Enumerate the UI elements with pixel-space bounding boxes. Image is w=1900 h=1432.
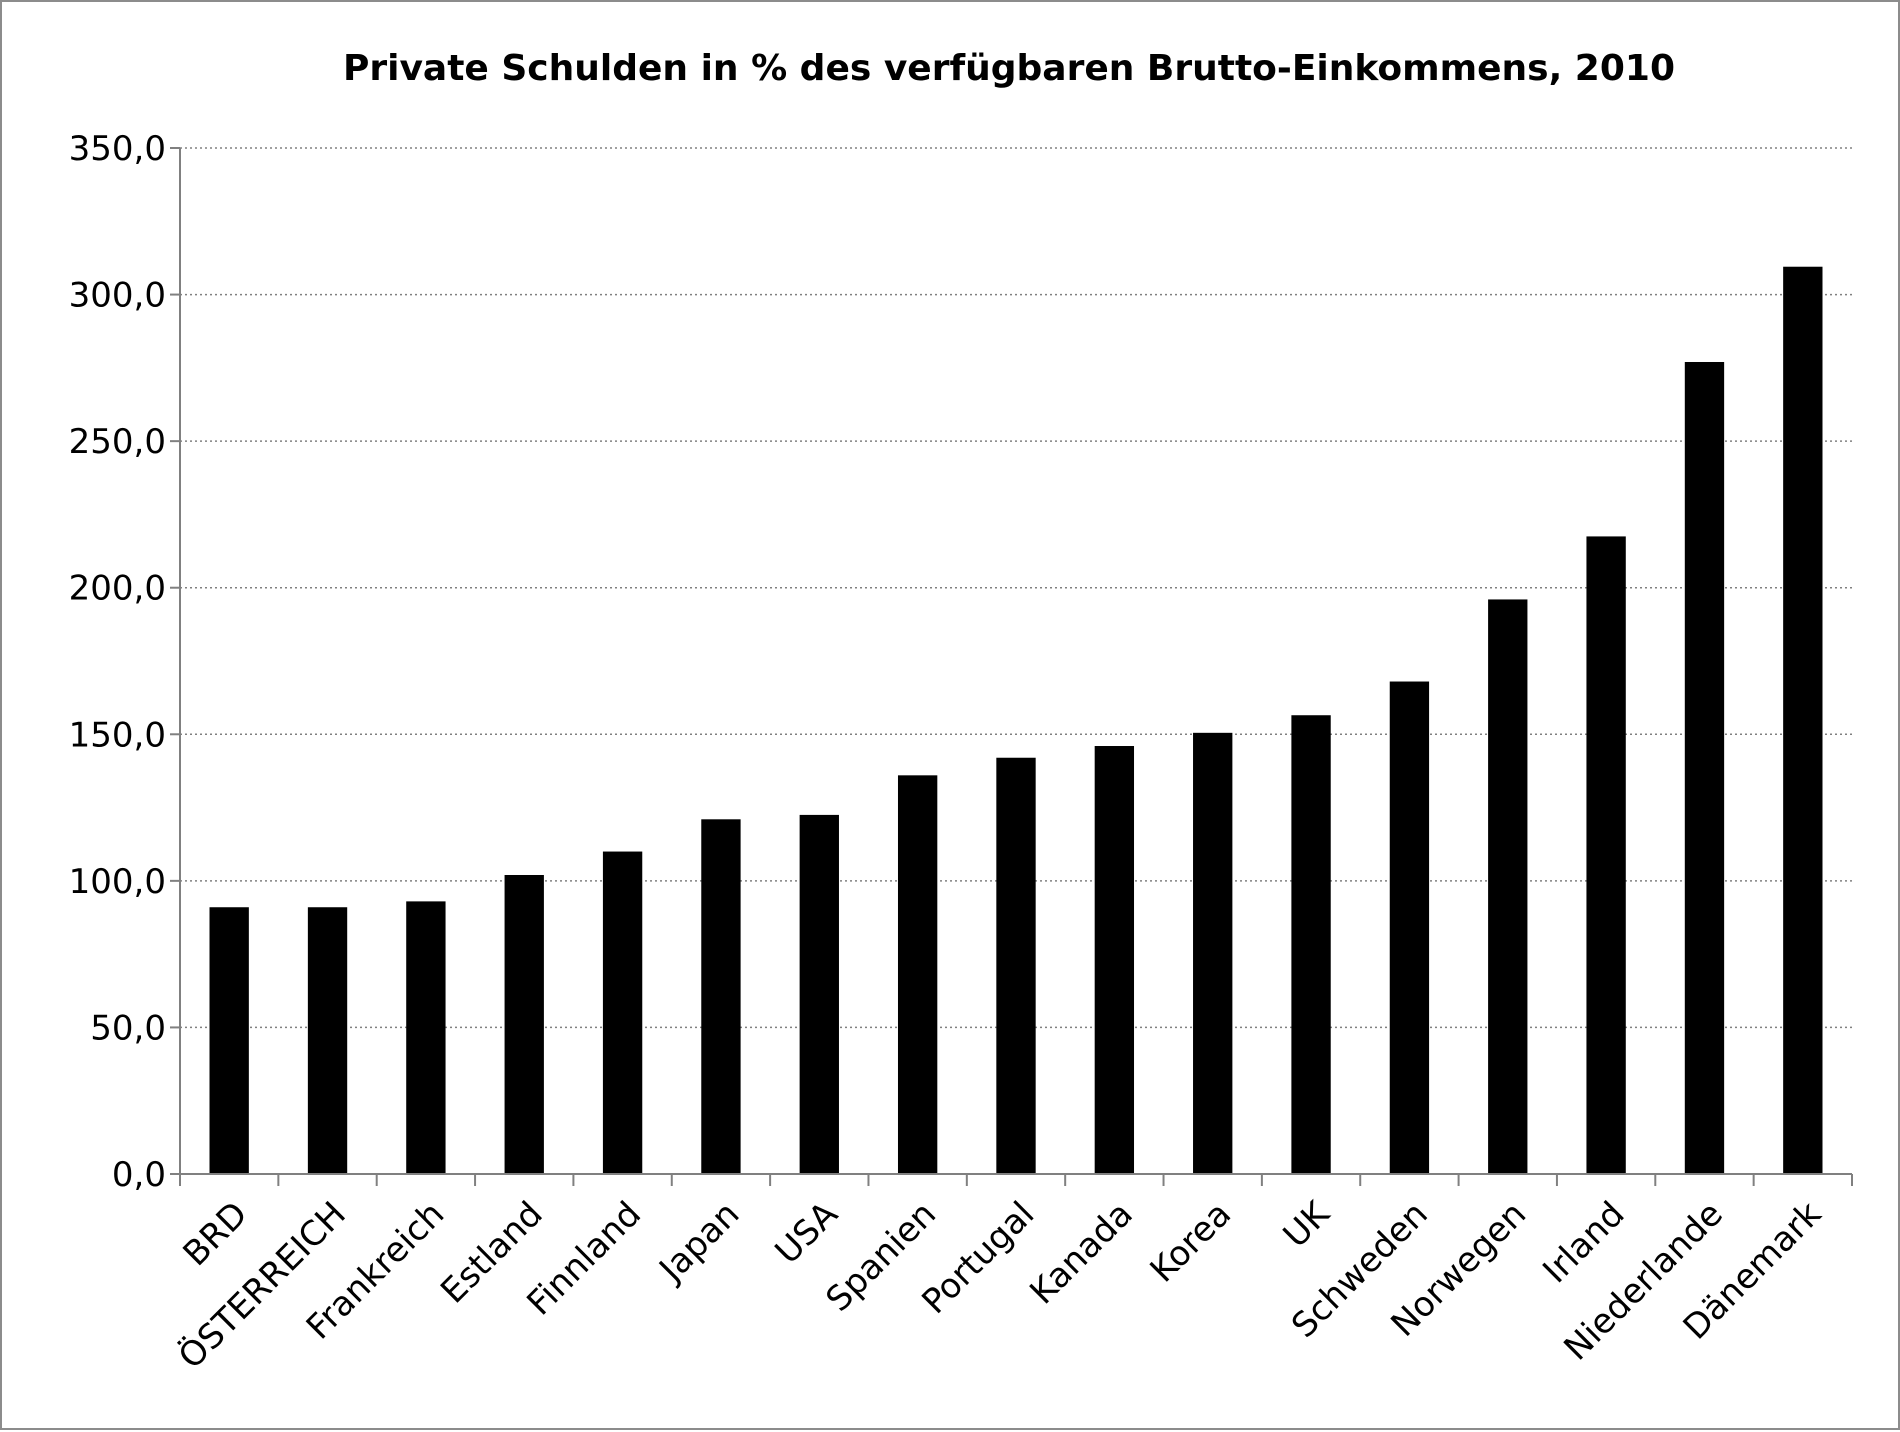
- bar: [1193, 732, 1233, 1174]
- x-tick-label: BRD: [176, 1194, 256, 1274]
- bar: [1291, 715, 1331, 1174]
- bar: [799, 814, 839, 1174]
- bar: [504, 874, 544, 1174]
- y-tick-label: 50,0: [90, 1008, 166, 1048]
- bar: [602, 851, 643, 1174]
- x-tick-label: Kanada: [1022, 1194, 1140, 1312]
- bar: [307, 907, 348, 1174]
- bar: [209, 907, 249, 1174]
- bar: [701, 819, 741, 1174]
- x-tick-label: Irland: [1535, 1194, 1632, 1291]
- bar: [1094, 746, 1135, 1174]
- y-tick-label: 200,0: [69, 569, 166, 609]
- x-tick-label: Korea: [1143, 1194, 1239, 1290]
- bar: [1488, 599, 1528, 1174]
- bar: [897, 775, 938, 1174]
- bar: [996, 757, 1036, 1174]
- bar: [406, 901, 446, 1174]
- y-tick-label: 150,0: [69, 715, 166, 755]
- bar: [1684, 361, 1725, 1175]
- y-tick-label: 0,0: [112, 1155, 166, 1195]
- x-tick-label: UK: [1276, 1193, 1339, 1256]
- bar: [1586, 536, 1626, 1174]
- y-tick-label: 300,0: [69, 276, 166, 316]
- y-tick-label: 250,0: [69, 422, 166, 462]
- x-tick-label: ÖSTERREICH: [170, 1193, 354, 1377]
- x-tick-label: Japan: [651, 1194, 748, 1291]
- bars: [209, 266, 1823, 1175]
- chart-title: Private Schulden in % des verfügbaren Br…: [343, 48, 1675, 89]
- y-tick-label: 100,0: [69, 862, 166, 902]
- bar: [1389, 681, 1430, 1174]
- bar: [1783, 266, 1823, 1174]
- y-tick-label: 350,0: [69, 129, 166, 169]
- x-tick-label: USA: [768, 1194, 846, 1272]
- axes: [179, 148, 1853, 1186]
- y-axis-ticks: 0,0 50,0 100,0 150,0 200,0 250,0 300,0 350,0: [69, 129, 180, 1195]
